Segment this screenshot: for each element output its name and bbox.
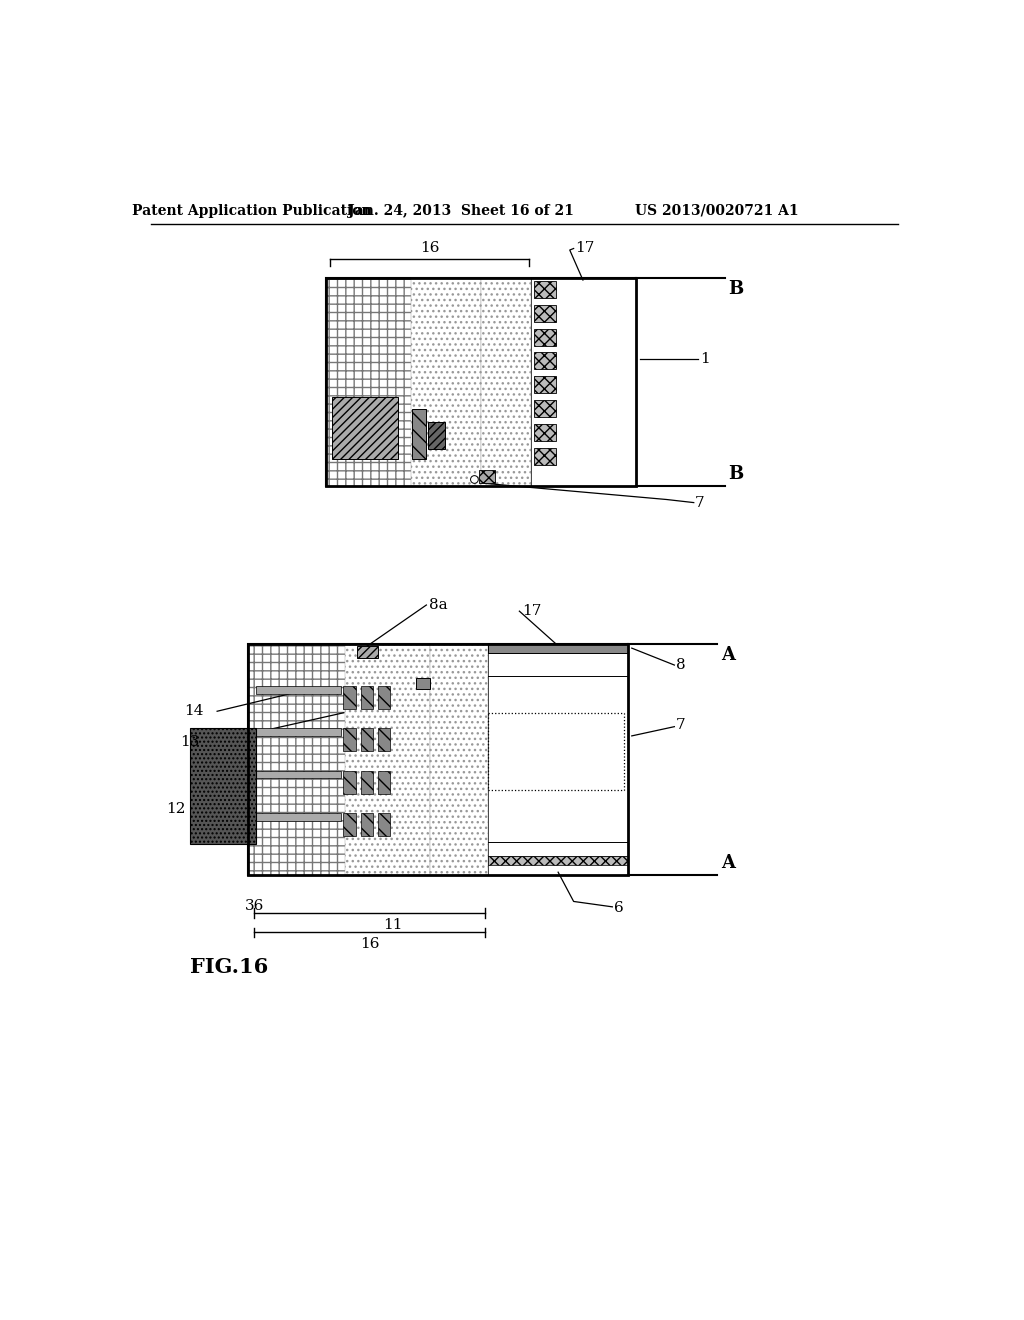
Bar [360,813,373,836]
Text: 13: 13 [180,735,200,748]
Text: 7: 7 [694,495,705,510]
Bar [378,813,390,836]
Bar [378,729,390,751]
Bar [378,686,390,709]
Text: 17: 17 [575,242,595,256]
Bar [535,376,556,393]
Bar [343,686,356,709]
Bar [256,729,341,737]
Bar [413,409,426,459]
Text: 14: 14 [183,705,203,718]
Bar [326,277,636,486]
Bar [345,644,430,874]
Bar [343,729,356,751]
Bar [535,400,556,417]
Bar [535,329,556,346]
Bar [488,713,624,789]
Bar [326,277,411,486]
Text: Patent Application Publication: Patent Application Publication [132,203,372,218]
Text: US 2013/0020721 A1: US 2013/0020721 A1 [635,203,799,218]
Text: 16: 16 [359,937,379,950]
Text: Jan. 24, 2013  Sheet 16 of 21: Jan. 24, 2013 Sheet 16 of 21 [348,203,574,218]
Bar [248,644,345,874]
Text: 36: 36 [245,899,264,913]
Circle shape [471,475,478,483]
Text: 8: 8 [676,659,685,672]
Bar [248,644,628,874]
Text: 1: 1 [700,351,710,366]
Bar [531,277,636,486]
Bar [343,771,356,793]
Text: A: A [721,854,735,873]
Text: 12: 12 [167,801,186,816]
Bar [256,686,341,693]
Text: 8a: 8a [429,598,447,612]
Bar [479,470,495,483]
Bar [535,447,556,465]
Text: 6: 6 [614,900,624,915]
Bar [488,855,628,866]
Bar [480,277,531,486]
Bar [360,729,373,751]
Bar [488,644,628,653]
Bar [248,644,628,874]
Text: 16: 16 [420,240,439,255]
Text: FIG.16: FIG.16 [190,957,268,977]
Bar [332,397,397,459]
Bar [356,645,378,659]
Bar [360,686,373,709]
Bar [417,678,430,689]
Bar [378,771,390,793]
Text: A: A [721,645,735,664]
Bar [360,771,373,793]
Bar [411,277,480,486]
Bar [326,277,636,486]
Bar [343,813,356,836]
Bar [428,422,445,449]
Text: B: B [729,280,743,298]
Bar [535,352,556,370]
Text: 7: 7 [676,718,685,733]
Bar [256,813,341,821]
Bar [256,771,341,779]
Bar [535,424,556,441]
Bar [190,729,256,843]
Bar [535,281,556,298]
Bar [430,644,488,874]
Text: 17: 17 [521,605,541,618]
Text: B: B [729,466,743,483]
Bar [488,644,628,874]
Text: 11: 11 [383,917,402,932]
Bar [535,305,556,322]
